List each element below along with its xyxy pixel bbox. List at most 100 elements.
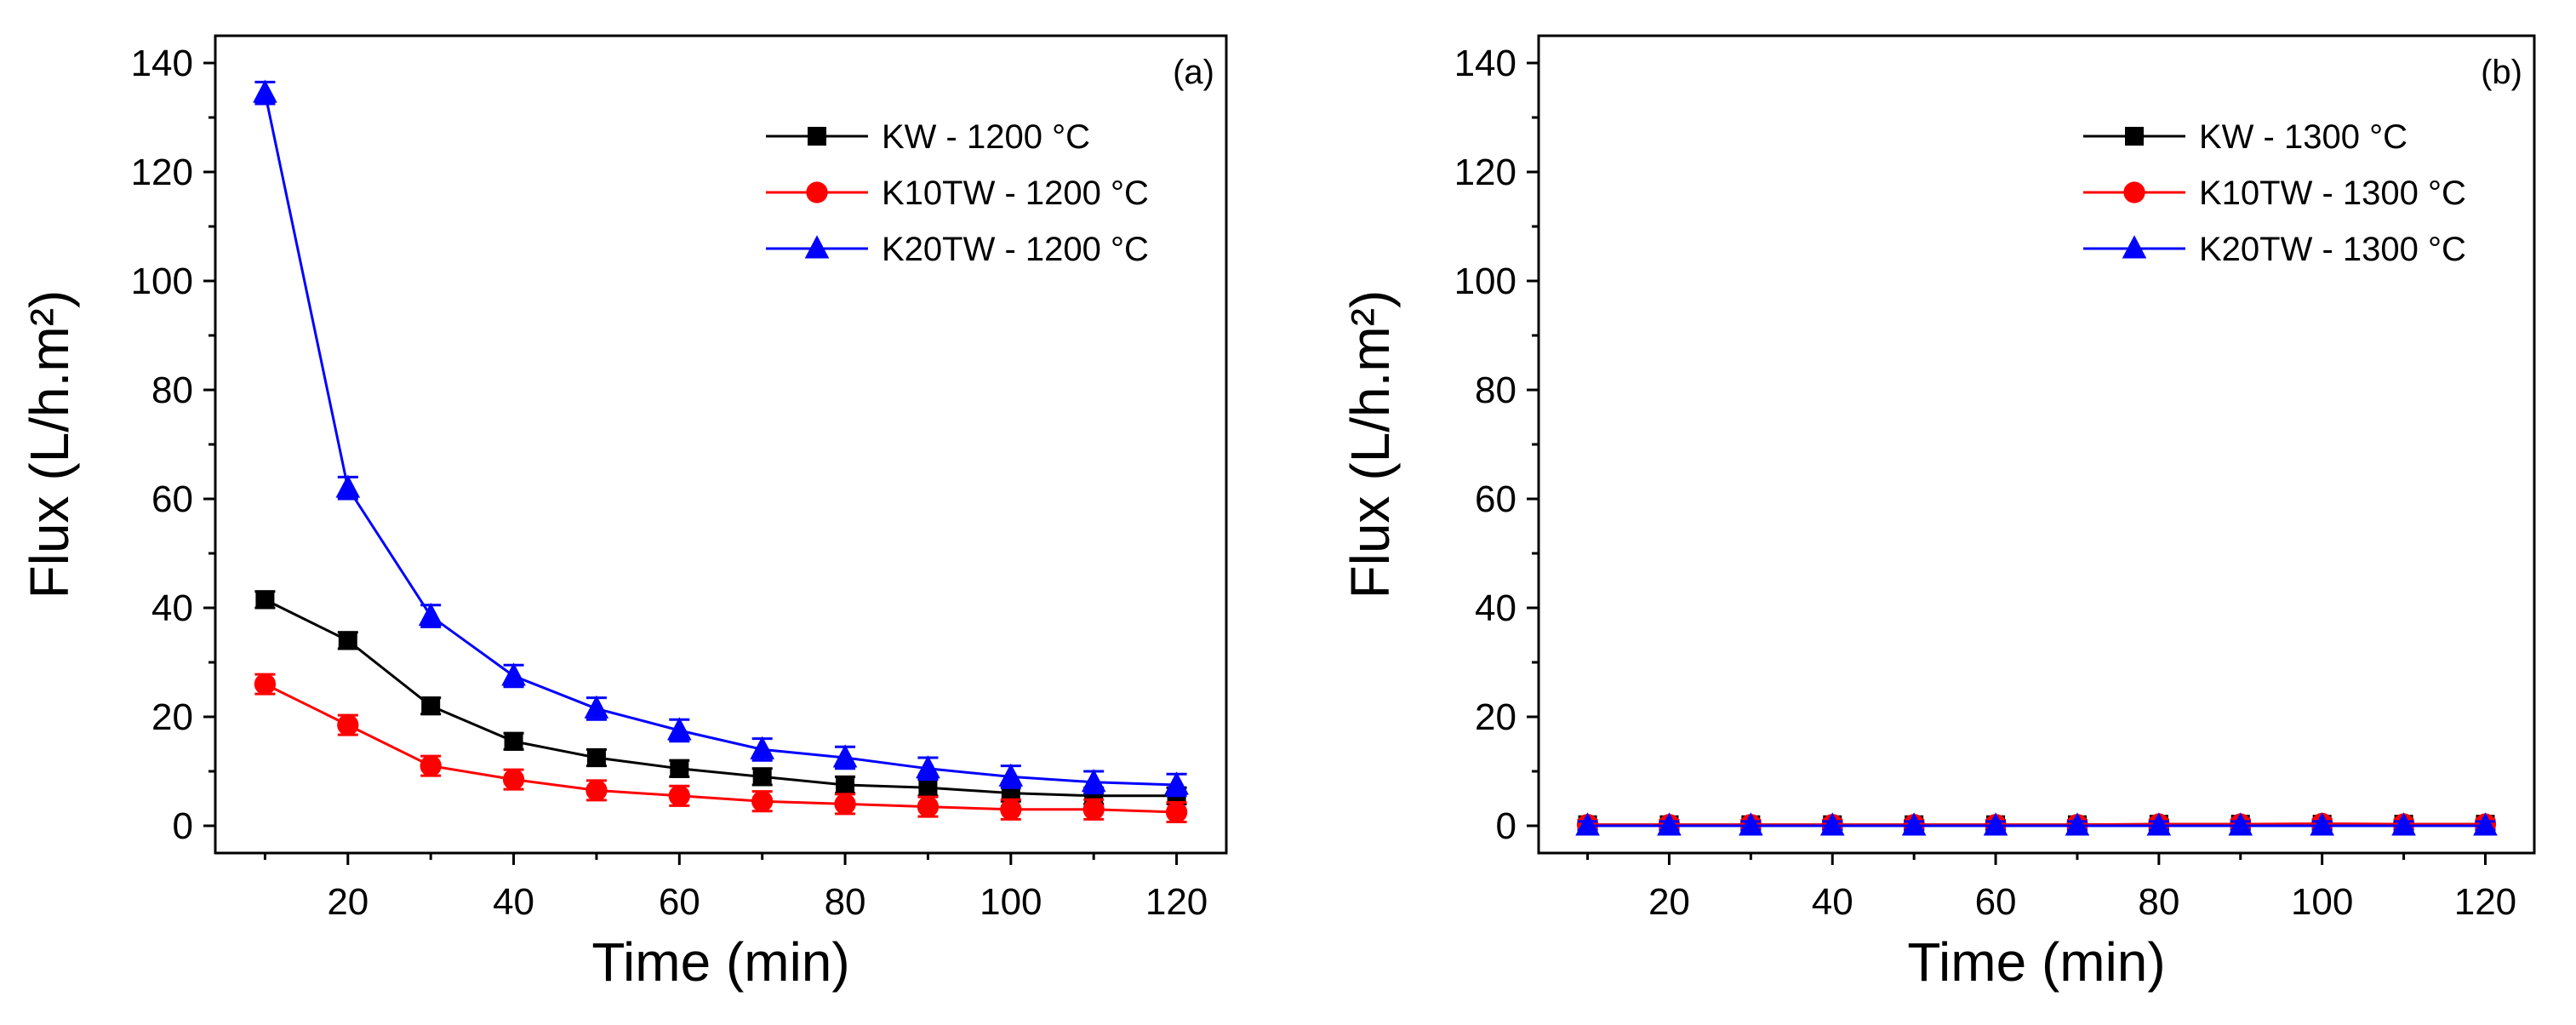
legend-marker: [808, 127, 826, 146]
data-point: [501, 662, 526, 686]
series-line: [264, 683, 1177, 814]
series-line: [263, 92, 1177, 787]
x-tick-label: 120: [1145, 881, 1208, 923]
data-point: [2146, 812, 2172, 836]
data-point: [916, 755, 940, 779]
series-line: [264, 598, 1177, 798]
plot-frame: [214, 34, 1228, 855]
y-tick-label: 140: [131, 43, 193, 84]
y-tick-label: 20: [151, 696, 193, 738]
series-triangle: [1575, 812, 2498, 836]
data-point: [1739, 812, 1763, 836]
data-point: [418, 602, 443, 627]
data-point: [2065, 812, 2090, 836]
data-point: [751, 790, 774, 812]
y-tick-label: 60: [151, 478, 193, 520]
data-point: [420, 754, 442, 777]
data-point: [834, 793, 856, 816]
data-point: [1901, 812, 1927, 836]
legend: KW - 1200 °C K10TW - 1200 °C K20TW - 1200 …: [766, 118, 1149, 268]
data-point: [504, 731, 523, 751]
x-tick-label: 20: [327, 881, 368, 923]
y-tick-label: 20: [1475, 696, 1516, 738]
data-point: [1575, 812, 1600, 836]
data-point: [1081, 769, 1106, 793]
y-tick-label: 100: [1454, 261, 1516, 302]
data-point: [1000, 799, 1022, 821]
y-tick-label: 40: [1475, 587, 1516, 629]
series-circle: [254, 673, 1188, 824]
panel-label: (a): [1173, 54, 1214, 91]
panel-label: (b): [2481, 54, 2522, 91]
y-tick-label: 40: [151, 587, 193, 629]
data-point: [832, 744, 858, 768]
data-point: [998, 763, 1024, 787]
x-axis-title: Time (min): [591, 931, 849, 993]
y-tick-label: 80: [151, 369, 193, 411]
series-triangle: [253, 79, 1189, 798]
x-axis-title: Time (min): [1907, 931, 2165, 993]
x-tick-label: 80: [2138, 881, 2179, 923]
data-point: [585, 779, 608, 802]
series-circle: [1576, 812, 2497, 836]
y-tick-label: 140: [1454, 43, 1516, 84]
legend-marker: [2123, 181, 2145, 203]
data-point: [254, 673, 277, 696]
data-point: [502, 768, 525, 791]
y-tick-label: 60: [1475, 478, 1516, 520]
data-point: [1164, 771, 1189, 795]
data-point: [2473, 812, 2498, 836]
y-tick-label: 120: [1454, 152, 1516, 193]
data-point: [421, 696, 441, 716]
y-tick-label: 0: [173, 805, 193, 847]
data-point: [1657, 812, 1682, 836]
data-point: [255, 590, 275, 610]
x-tick-label: 40: [1812, 881, 1853, 923]
legend-marker: [2122, 235, 2147, 259]
data-point: [2391, 812, 2416, 836]
x-tick-label: 40: [493, 881, 534, 923]
data-point: [752, 767, 772, 787]
legend-label: K20TW - 1300 °C: [2199, 231, 2466, 268]
legend-label: KW - 1200 °C: [882, 118, 1090, 156]
data-point: [918, 778, 938, 798]
data-point: [1819, 812, 1845, 836]
data-point: [670, 759, 689, 778]
x-tick-label: 80: [825, 881, 866, 923]
data-point: [917, 795, 940, 818]
x-tick-label: 20: [1648, 881, 1690, 923]
data-point: [2228, 812, 2253, 836]
data-point: [668, 785, 690, 807]
data-point: [750, 736, 774, 759]
chart-panel-a: 20 40 60 80 100 120 0 20 40 60 80 100 120 140 Time (mi…: [19, 34, 1228, 993]
data-point: [586, 748, 606, 767]
legend-label: K10TW - 1300 °C: [2199, 175, 2466, 212]
y-tick-label: 100: [131, 261, 193, 302]
x-tick-label: 100: [2291, 881, 2353, 923]
y-axis-title: Flux (L/h.m²): [19, 290, 80, 599]
legend-label: K10TW - 1200 °C: [882, 175, 1149, 212]
data-point: [584, 695, 609, 719]
data-point: [335, 474, 361, 498]
series-square: [254, 590, 1187, 805]
data-point: [836, 776, 855, 794]
data-point: [337, 713, 359, 736]
legend-marker: [2125, 127, 2144, 146]
data-point: [667, 717, 692, 741]
legend-marker: [804, 235, 830, 259]
data-point: [1165, 801, 1188, 823]
legend: KW - 1300 °C K10TW - 1300 °C K20TW - 1300 …: [2083, 118, 2466, 268]
legend-marker: [806, 181, 828, 203]
x-tick-label: 120: [2454, 881, 2516, 923]
data-point: [1082, 799, 1105, 821]
legend-label: K20TW - 1200 °C: [882, 231, 1149, 268]
data-point: [2310, 812, 2334, 836]
x-tick-label: 60: [1975, 881, 2017, 923]
x-tick-label: 100: [980, 881, 1042, 923]
y-axis-title: Flux (L/h.m²): [1339, 290, 1401, 599]
plot-frame: [1537, 34, 2536, 855]
data-point: [1983, 812, 2008, 836]
data-point: [253, 79, 277, 103]
chart-panel-b: 20 40 60 80 100 120 0 20 40 60 80 100 120 140 Time (mi…: [1339, 34, 2536, 993]
legend-label: KW - 1300 °C: [2199, 118, 2408, 156]
